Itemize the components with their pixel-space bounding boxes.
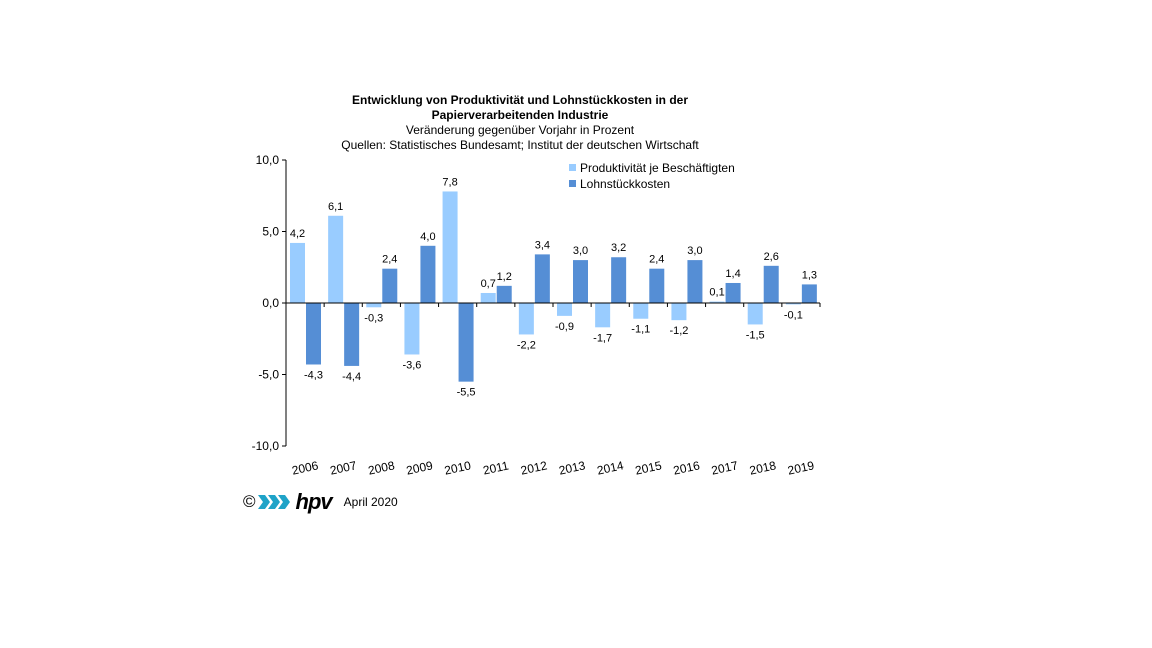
chart-subtitle: Veränderung gegenüber Vorjahr in Prozent	[405, 123, 635, 137]
productivity-bar	[671, 303, 687, 321]
productivity-value-label: 4,2	[290, 228, 305, 240]
productivity-bar	[518, 303, 534, 335]
unit-labor-cost-bar	[801, 284, 817, 303]
footer: © hpv April 2020	[243, 489, 398, 514]
productivity-value-label: -0,1	[784, 309, 803, 321]
unit-labor-cost-bar	[458, 303, 474, 382]
x-category-label: 2014	[596, 458, 625, 477]
productivity-bar	[709, 301, 725, 303]
unit-labor-cost-bar	[611, 257, 627, 303]
y-tick-label: -5,0	[258, 368, 279, 382]
x-category-label: 2017	[710, 458, 739, 477]
unit-labor-cost-value-label: 1,3	[802, 269, 817, 281]
x-category-label: 2016	[672, 458, 701, 477]
productivity-value-label: 0,1	[709, 287, 724, 299]
productivity-bar	[290, 242, 305, 303]
x-category-label: 2008	[367, 458, 396, 477]
y-tick-label: 0,0	[262, 296, 279, 310]
productivity-bar	[595, 303, 611, 328]
unit-labor-cost-bar	[573, 260, 588, 303]
productivity-bar	[633, 303, 649, 319]
productivity-value-label: -1,1	[631, 324, 650, 336]
legend-label: Lohnstückkosten	[580, 177, 670, 191]
unit-labor-cost-value-label: -4,4	[342, 371, 361, 383]
y-tick-label: -10,0	[252, 439, 280, 453]
hpv-logo-text: hpv	[295, 489, 333, 514]
productivity-value-label: -1,5	[746, 329, 765, 341]
unit-labor-cost-value-label: 2,4	[649, 254, 664, 266]
productivity-bar	[785, 303, 801, 305]
productivity-value-label: -1,7	[593, 332, 612, 344]
legend-label: Produktivität je Beschäftigten	[580, 161, 735, 175]
x-category-label: 2019	[786, 458, 815, 477]
unit-labor-cost-bar	[763, 265, 779, 303]
productivity-value-label: 0,7	[481, 278, 496, 290]
productivity-bar	[366, 303, 382, 308]
hpv-logo-icon	[257, 495, 290, 509]
unit-labor-cost-bar	[496, 285, 512, 303]
unit-labor-cost-bar	[534, 254, 550, 303]
unit-labor-cost-value-label: -5,5	[457, 387, 476, 399]
x-category-label: 2011	[482, 458, 510, 477]
chart-source: Quellen: Statistisches Bundesamt; Instit…	[341, 138, 699, 152]
unit-labor-cost-bar	[725, 282, 741, 303]
legend-swatch	[569, 180, 576, 187]
unit-labor-cost-bar	[344, 303, 360, 366]
chart-title: Entwicklung von Produktivität und Lohnst…	[351, 93, 689, 107]
productivity-bar	[328, 215, 344, 303]
unit-labor-cost-value-label: 3,2	[611, 242, 626, 254]
chart-title-block: Entwicklung von Produktivität und Lohnst…	[240, 93, 800, 153]
x-category-label: 2007	[329, 458, 358, 477]
unit-labor-cost-bar	[306, 303, 321, 365]
unit-labor-cost-value-label: -4,3	[304, 369, 323, 381]
unit-labor-cost-value-label: 3,4	[535, 239, 550, 251]
productivity-bar	[557, 303, 572, 316]
productivity-value-label: -0,3	[364, 312, 383, 324]
unit-labor-cost-value-label: 2,4	[382, 254, 397, 266]
productivity-bar	[442, 191, 458, 303]
x-category-label: 2015	[634, 458, 663, 477]
productivity-value-label: -0,9	[555, 321, 574, 333]
unit-labor-cost-bar	[420, 245, 436, 303]
x-category-label: 2009	[405, 458, 434, 477]
productivity-bar	[747, 303, 763, 325]
copyright-symbol: ©	[243, 492, 256, 511]
unit-labor-cost-bar	[649, 268, 665, 303]
unit-labor-cost-value-label: 1,4	[725, 268, 740, 280]
y-tick-label: 5,0	[262, 225, 279, 239]
unit-labor-cost-value-label: 3,0	[573, 245, 588, 257]
unit-labor-cost-value-label: 4,0	[420, 231, 435, 243]
x-category-label: 2013	[558, 458, 587, 477]
legend-swatch	[569, 164, 576, 171]
productivity-bar	[480, 292, 496, 303]
x-category-label: 2012	[519, 458, 548, 477]
x-category-label: 2006	[291, 458, 320, 477]
x-category-label: 2018	[748, 458, 777, 477]
unit-labor-cost-value-label: 2,6	[764, 251, 779, 263]
unit-labor-cost-value-label: 3,0	[687, 245, 702, 257]
footer-date: April 2020	[343, 495, 398, 509]
chart-title-line2: Papierverarbeitenden Industrie	[431, 108, 609, 122]
x-category-label: 2010	[443, 458, 472, 477]
y-tick-label: 10,0	[256, 153, 280, 167]
productivity-bar	[404, 303, 420, 355]
productivity-value-label: -2,2	[517, 339, 536, 351]
productivity-value-label: 7,8	[442, 176, 457, 188]
unit-labor-cost-bar	[687, 260, 703, 303]
productivity-value-label: 6,1	[328, 201, 343, 213]
productivity-value-label: -3,6	[402, 359, 421, 371]
unit-labor-cost-bar	[382, 268, 398, 303]
productivity-value-label: -1,2	[669, 325, 688, 337]
unit-labor-cost-value-label: 1,2	[497, 271, 512, 283]
